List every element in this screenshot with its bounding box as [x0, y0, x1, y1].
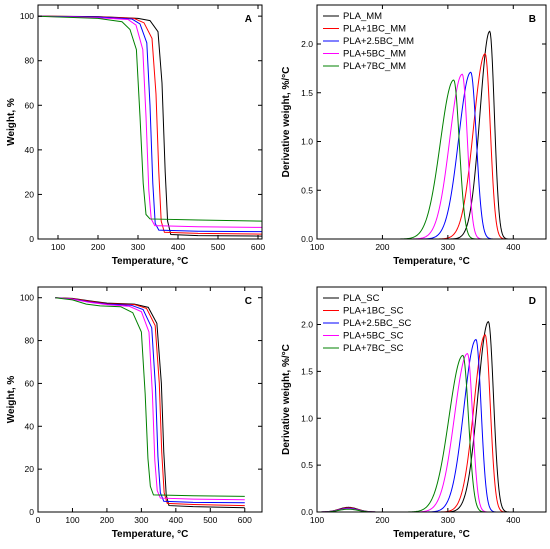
- series-line-PLA+1BC_SC: [317, 334, 546, 512]
- x-tick-label: 500: [211, 242, 225, 252]
- series-line-2: [38, 15, 262, 235]
- y-tick-label: 0.0: [301, 507, 313, 517]
- y-tick-label: 2.0: [301, 320, 313, 330]
- y-axis-label: Weight, %: [6, 376, 17, 424]
- legend-entry: PLA+5BC_SC: [343, 331, 404, 342]
- series-line-3: [55, 297, 245, 504]
- y-tick-label: 40: [25, 145, 35, 155]
- x-tick-label: 400: [169, 515, 183, 525]
- legend-entry: PLA+7BC_SC: [343, 343, 404, 354]
- y-axis-label: Derivative weight, %/°C: [281, 344, 292, 455]
- panel-A: 100 200 300 400 500 600 0 20 40 60 80 100 Temperatur…: [6, 4, 265, 267]
- series-line-PLA+5BC_MM: [317, 73, 546, 239]
- plot-frame: [37, 4, 263, 240]
- y-tick-label: 1.5: [301, 88, 313, 98]
- panel-label: B: [529, 14, 536, 25]
- x-tick-label: 400: [506, 515, 520, 525]
- x-tick-label: 200: [375, 242, 389, 252]
- x-tick-label: 400: [171, 242, 185, 252]
- y-tick-label: 2.0: [301, 39, 313, 49]
- y-tick-label: 100: [20, 11, 34, 21]
- panel-C: 0 100 200 300 400 500 600 0 20 40 60 80 100 Temperatu…: [6, 286, 263, 540]
- legend-entry: PLA+7BC_MM: [343, 61, 406, 72]
- y-tick-label: 80: [25, 56, 35, 66]
- series-line-PLA+1BC_MM: [317, 53, 546, 239]
- series-line-1: [38, 15, 262, 237]
- x-tick-label: 300: [134, 515, 148, 525]
- legend-entry: PLA+5BC_MM: [343, 49, 406, 60]
- x-tick-label: 400: [506, 242, 520, 252]
- y-tick-label: 80: [25, 336, 35, 346]
- series-line-PLA+7BC_SC: [317, 354, 546, 512]
- series-line-PLA+7BC_MM: [317, 79, 546, 239]
- x-tick-label: 500: [203, 515, 217, 525]
- x-tick-label: 100: [65, 515, 79, 525]
- series-line-4: [55, 297, 245, 501]
- y-tick-label: 60: [25, 100, 35, 110]
- series-line-3: [38, 15, 262, 233]
- panel-label: D: [529, 296, 536, 307]
- legend-entry: PLA_MM: [343, 11, 382, 22]
- legend-entry: PLA+1BC_SC: [343, 306, 404, 317]
- legend-entry: PLA+2.5BC_SC: [343, 318, 412, 329]
- panel-label: A: [245, 14, 252, 25]
- series-line-5: [38, 15, 262, 222]
- series-line-PLA+5BC_SC: [317, 352, 546, 512]
- x-tick-label: 0: [36, 515, 41, 525]
- x-tick-label: 300: [441, 242, 455, 252]
- y-tick-label: 1.0: [301, 137, 313, 147]
- y-tick-label: 0.5: [301, 460, 313, 470]
- x-tick-label: 300: [441, 515, 455, 525]
- series-line-1: [55, 297, 245, 509]
- y-tick-label: 1.5: [301, 366, 313, 376]
- x-axis-label: Temperature, °C: [112, 529, 189, 540]
- x-tick-label: 200: [375, 515, 389, 525]
- y-tick-label: 0: [29, 507, 34, 517]
- series-group: [38, 15, 262, 237]
- series-group: [55, 297, 245, 509]
- y-tick-label: 1.0: [301, 413, 313, 423]
- x-tick-label: 600: [251, 242, 265, 252]
- y-tick-label: 100: [20, 293, 34, 303]
- x-tick-label: 100: [310, 242, 324, 252]
- y-axis-label: Derivative weight, %/°C: [281, 67, 292, 178]
- legend-entry: PLA_SC: [343, 293, 380, 304]
- panel-label: C: [245, 296, 252, 307]
- y-tick-label: 0: [29, 234, 34, 244]
- y-tick-label: 60: [25, 378, 35, 388]
- series-line-5: [55, 297, 245, 497]
- x-tick-label: 100: [310, 515, 324, 525]
- y-tick-label: 0.0: [301, 234, 313, 244]
- series-line-4: [38, 15, 262, 228]
- x-tick-label: 200: [100, 515, 114, 525]
- legend-entry: PLA+2.5BC_MM: [343, 36, 414, 47]
- x-axis-label: Temperature, °C: [393, 256, 470, 267]
- plot-frame: [316, 286, 547, 513]
- y-tick-label: 20: [25, 189, 35, 199]
- legend-entry: PLA+1BC_MM: [343, 24, 406, 35]
- x-tick-label: 600: [238, 515, 252, 525]
- series-line-2: [55, 297, 245, 507]
- plot-frame: [37, 286, 263, 513]
- y-axis-label: Weight, %: [6, 98, 17, 146]
- y-tick-label: 20: [25, 464, 35, 474]
- x-tick-label: 300: [131, 242, 145, 252]
- series-line-PLA+2.5BC_SC: [317, 338, 546, 512]
- x-axis-label: Temperature, °C: [112, 256, 189, 267]
- panel-B: 100 200 300 400 0.0 0.5 1.0 1.5 2.0 Temperature, …: [281, 4, 547, 267]
- x-tick-label: 100: [51, 242, 65, 252]
- panel-D: 100 200 300 400 0.0 0.5 1.0 1.5 2.0 Temperature, …: [281, 286, 547, 540]
- plot-frame: [316, 4, 547, 240]
- x-tick-label: 200: [91, 242, 105, 252]
- x-axis-label: Temperature, °C: [393, 529, 470, 540]
- y-tick-label: 0.5: [301, 185, 313, 195]
- series-line-PLA+2.5BC_MM: [317, 71, 546, 239]
- y-tick-label: 40: [25, 421, 35, 431]
